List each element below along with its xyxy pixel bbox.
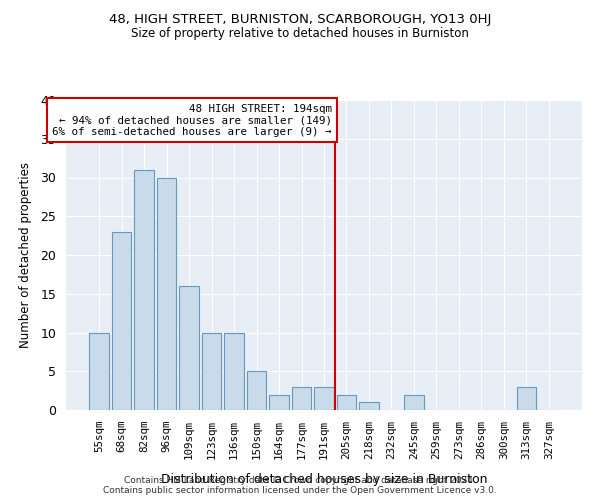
Bar <box>314 387 334 410</box>
Bar <box>292 387 311 410</box>
Bar <box>134 170 154 410</box>
X-axis label: Distribution of detached houses by size in Burniston: Distribution of detached houses by size … <box>161 472 487 486</box>
Bar <box>337 394 356 410</box>
Text: Size of property relative to detached houses in Burniston: Size of property relative to detached ho… <box>131 28 469 40</box>
Bar <box>112 232 131 410</box>
Bar <box>269 394 289 410</box>
Bar <box>89 332 109 410</box>
Bar <box>202 332 221 410</box>
Text: 48, HIGH STREET, BURNISTON, SCARBOROUGH, YO13 0HJ: 48, HIGH STREET, BURNISTON, SCARBOROUGH,… <box>109 12 491 26</box>
Bar <box>517 387 536 410</box>
Bar <box>157 178 176 410</box>
Text: 48 HIGH STREET: 194sqm
← 94% of detached houses are smaller (149)
6% of semi-det: 48 HIGH STREET: 194sqm ← 94% of detached… <box>52 104 332 137</box>
Bar <box>359 402 379 410</box>
Text: Contains HM Land Registry data © Crown copyright and database right 2024.
Contai: Contains HM Land Registry data © Crown c… <box>103 476 497 495</box>
Bar <box>404 394 424 410</box>
Bar <box>224 332 244 410</box>
Y-axis label: Number of detached properties: Number of detached properties <box>19 162 32 348</box>
Bar <box>179 286 199 410</box>
Bar <box>247 371 266 410</box>
